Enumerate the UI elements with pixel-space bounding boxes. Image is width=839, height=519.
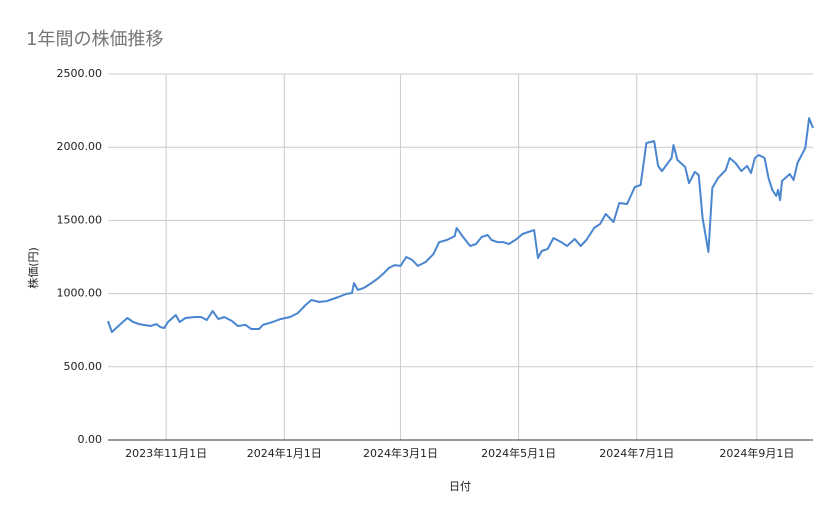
x-tick-label: 2024年1月1日 [247,446,322,460]
x-tick-label: 2024年3月1日 [363,446,438,460]
y-tick-label: 1000.00 [57,287,103,300]
y-tick-label: 0.00 [78,433,103,446]
y-tick-label: 500.00 [64,360,103,373]
y-tick-label: 2000.00 [57,140,103,153]
x-axis-label: 日付 [449,480,471,493]
chart-title: 1年間の株価推移 [26,29,163,50]
y-tick-label: 2500.00 [57,67,103,80]
y-axis-label: 株価(円) [26,247,40,289]
x-tick-label: 2024年7月1日 [599,446,674,460]
x-tick-label: 2023年11月1日 [125,446,207,460]
x-tick-label: 2024年9月1日 [719,446,794,460]
y-tick-label: 1500.00 [57,213,103,226]
price-line [107,117,814,333]
x-tick-label: 2024年5月1日 [481,446,556,460]
